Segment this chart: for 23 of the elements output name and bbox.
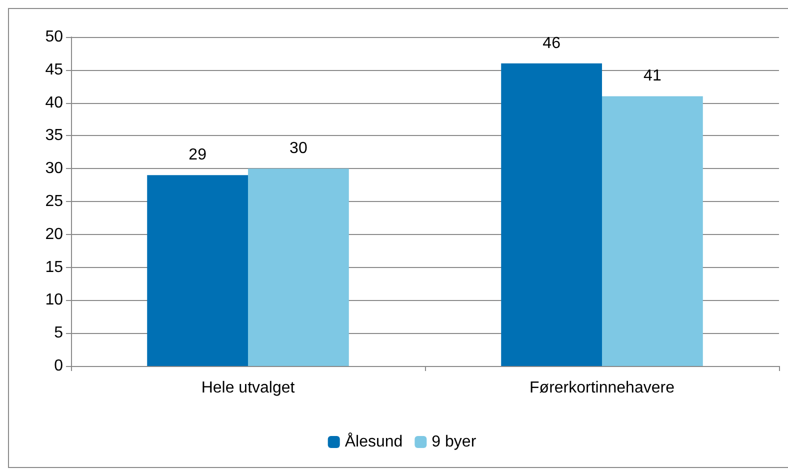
y-tick-label: 40: [45, 94, 64, 112]
bar: [602, 96, 703, 366]
legend-label: Ålesund: [344, 432, 403, 450]
y-tick-label: 20: [45, 226, 64, 243]
data-label: 29: [188, 146, 207, 164]
y-tick-label: 45: [45, 61, 64, 78]
data-label: 46: [542, 34, 561, 52]
bar: [147, 175, 248, 366]
y-tick-label: 30: [45, 160, 64, 178]
bar: [248, 168, 349, 366]
y-tick-label: 15: [45, 258, 64, 276]
bar: [501, 63, 602, 366]
y-tick-label: 25: [45, 193, 64, 210]
y-tick-label: 35: [45, 127, 64, 144]
y-tick-label: 5: [54, 324, 64, 342]
legend-label: 9 byer: [432, 434, 477, 450]
x-tick-label: Førerkortinnehavere: [530, 380, 675, 396]
data-label: 41: [644, 68, 662, 85]
x-tick-label: Hele utvalget: [201, 380, 296, 396]
y-tick-label: 0: [54, 358, 64, 374]
data-label: 30: [290, 140, 308, 158]
y-tick-label: 50: [45, 28, 64, 46]
y-tick-label: 10: [45, 292, 64, 309]
